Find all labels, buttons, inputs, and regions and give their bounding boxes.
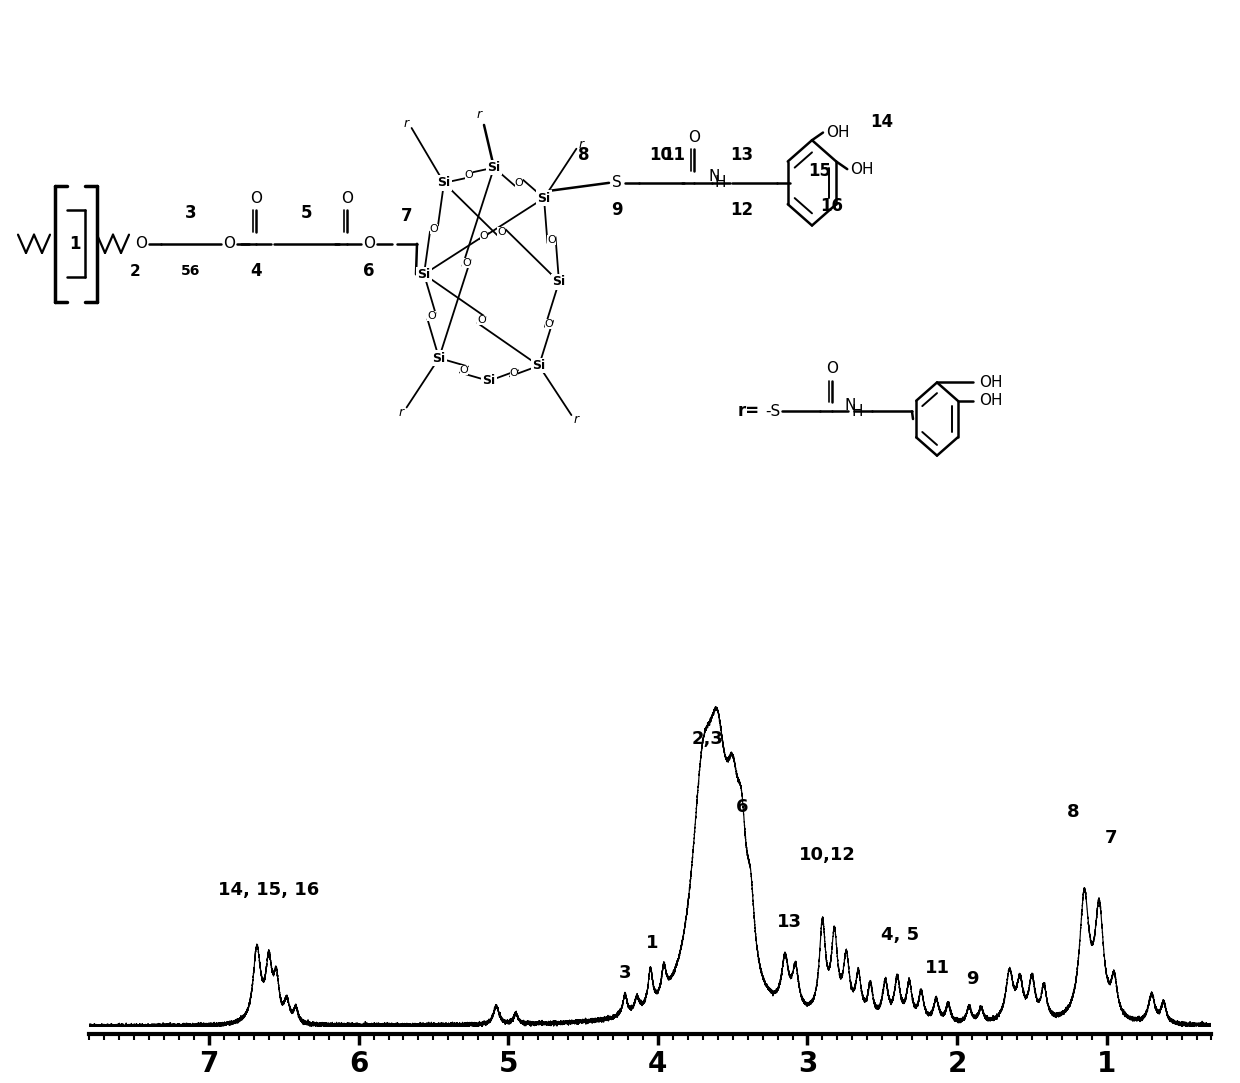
Text: O: O [688, 130, 701, 145]
Text: 10,12: 10,12 [799, 846, 856, 864]
Text: 3: 3 [185, 205, 197, 222]
Text: 4: 4 [250, 262, 262, 280]
Text: Si: Si [433, 352, 445, 365]
Text: O: O [515, 178, 523, 187]
Text: 5: 5 [300, 205, 311, 222]
Text: 56: 56 [181, 264, 201, 278]
Text: OH: OH [851, 161, 874, 177]
Text: 11: 11 [662, 146, 686, 165]
Text: r: r [399, 405, 404, 418]
Text: O: O [341, 191, 353, 206]
Text: 7: 7 [402, 207, 413, 225]
Text: 12: 12 [730, 201, 754, 219]
Text: r: r [579, 138, 584, 151]
Text: r=: r= [738, 403, 760, 420]
Text: H: H [714, 175, 725, 191]
Text: 8: 8 [1068, 804, 1080, 821]
Text: r: r [476, 108, 481, 121]
Text: O: O [363, 236, 374, 251]
Text: 8: 8 [578, 146, 590, 165]
Text: O: O [547, 235, 556, 245]
Text: 11: 11 [925, 960, 950, 977]
Text: O: O [826, 362, 838, 376]
Text: 9: 9 [966, 970, 978, 988]
Text: 10: 10 [650, 146, 672, 165]
Text: O: O [429, 223, 439, 234]
Text: 2,3: 2,3 [692, 730, 723, 748]
Text: O: O [480, 231, 489, 242]
Text: O: O [477, 315, 486, 325]
Text: Si: Si [487, 161, 501, 174]
Text: 1: 1 [69, 235, 81, 252]
Text: 1: 1 [646, 934, 658, 952]
Text: 6: 6 [363, 262, 374, 280]
Text: Si: Si [438, 177, 450, 190]
Text: O: O [250, 191, 262, 206]
Text: r: r [404, 117, 409, 130]
Text: 13: 13 [777, 913, 802, 931]
Text: r: r [574, 413, 579, 426]
Text: N: N [708, 169, 719, 184]
Text: Si: Si [537, 192, 551, 205]
Text: 9: 9 [611, 201, 622, 219]
Text: 14: 14 [870, 113, 894, 131]
Text: 6: 6 [735, 798, 748, 817]
Text: H: H [851, 404, 863, 419]
Text: 4, 5: 4, 5 [882, 926, 919, 943]
Text: O: O [463, 258, 471, 268]
Text: OH: OH [826, 125, 849, 140]
Text: 14, 15, 16: 14, 15, 16 [218, 882, 320, 899]
Text: O: O [497, 227, 506, 237]
Text: 7: 7 [1105, 828, 1117, 847]
Text: Si: Si [418, 268, 430, 280]
Text: O: O [223, 236, 236, 251]
Text: 3: 3 [619, 965, 631, 982]
Text: O: O [544, 318, 553, 329]
Text: O: O [135, 236, 148, 251]
Text: N: N [844, 397, 856, 413]
Text: O: O [465, 170, 474, 180]
Text: 2: 2 [130, 264, 140, 278]
Text: Si: Si [482, 375, 496, 388]
Text: 16: 16 [821, 197, 843, 214]
Text: OH: OH [980, 375, 1003, 390]
Text: Si: Si [553, 275, 565, 288]
Text: 15: 15 [808, 161, 832, 180]
Text: -S: -S [765, 404, 780, 419]
Text: S: S [613, 175, 622, 191]
Text: OH: OH [980, 393, 1003, 408]
Text: 13: 13 [730, 146, 754, 165]
Text: O: O [427, 311, 436, 322]
Text: O: O [460, 365, 469, 375]
Text: Si: Si [532, 360, 546, 373]
Text: O: O [510, 368, 518, 378]
